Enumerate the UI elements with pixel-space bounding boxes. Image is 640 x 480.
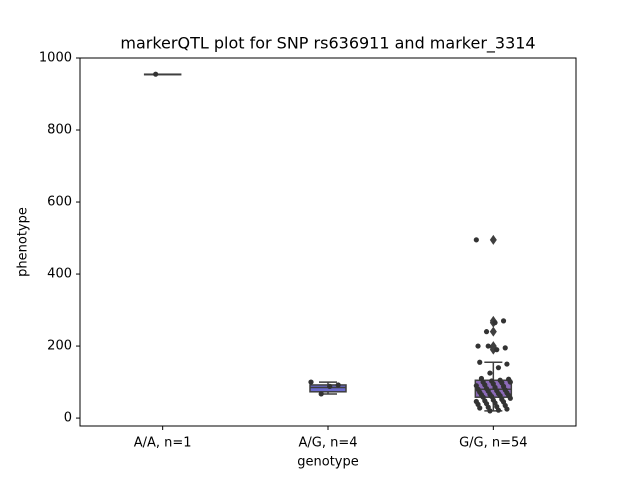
outlier bbox=[489, 326, 497, 337]
point bbox=[504, 406, 510, 412]
point bbox=[507, 395, 513, 401]
point bbox=[504, 361, 510, 367]
point bbox=[483, 329, 490, 335]
point bbox=[153, 71, 159, 77]
x-tick-label: A/A, n=1 bbox=[134, 436, 192, 451]
y-tick-label: 800 bbox=[47, 123, 72, 138]
y-tick-label: 0 bbox=[64, 411, 72, 426]
point bbox=[327, 383, 333, 389]
y-tick-label: 1000 bbox=[39, 51, 72, 66]
x-tick-label: A/G, n=4 bbox=[298, 436, 357, 451]
point bbox=[335, 382, 341, 388]
point bbox=[487, 370, 493, 376]
point bbox=[485, 343, 491, 349]
point bbox=[477, 405, 483, 411]
point bbox=[494, 347, 500, 353]
y-axis-label: phenotype bbox=[16, 207, 31, 277]
point bbox=[487, 408, 493, 414]
plot-frame bbox=[79, 57, 577, 427]
x-axis-label: genotype bbox=[297, 455, 358, 470]
point bbox=[318, 391, 324, 397]
point bbox=[477, 359, 483, 365]
point bbox=[500, 318, 507, 324]
point bbox=[495, 407, 502, 413]
point bbox=[495, 365, 502, 371]
point bbox=[492, 320, 498, 326]
chart-title: markerQTL plot for SNP rs636911 and mark… bbox=[120, 34, 535, 54]
point bbox=[502, 345, 508, 351]
point bbox=[475, 343, 481, 349]
y-tick-label: 600 bbox=[47, 195, 72, 210]
point bbox=[507, 379, 513, 385]
outlier bbox=[489, 344, 497, 355]
y-tick-label: 400 bbox=[47, 267, 72, 282]
point bbox=[308, 379, 314, 385]
point bbox=[473, 237, 479, 243]
y-tick-label: 200 bbox=[47, 339, 72, 354]
outlier bbox=[489, 234, 497, 245]
x-tick-label: G/G, n=54 bbox=[459, 436, 527, 451]
